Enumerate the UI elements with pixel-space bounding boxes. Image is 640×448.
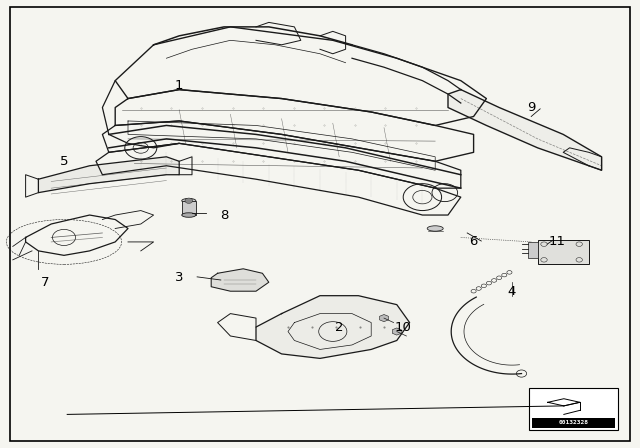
FancyBboxPatch shape [538,240,589,264]
Text: 9: 9 [527,101,536,114]
Text: 00132328: 00132328 [559,419,588,425]
Text: 10: 10 [395,320,412,334]
Text: 5: 5 [60,155,68,168]
Polygon shape [256,296,410,358]
Bar [529,388,618,430]
Polygon shape [211,269,269,291]
Text: 8: 8 [220,208,228,222]
Text: 6: 6 [469,235,478,249]
Bar [182,201,196,215]
Polygon shape [448,90,602,170]
Bar [532,418,615,428]
Polygon shape [38,157,179,193]
Ellipse shape [182,198,196,203]
Ellipse shape [428,226,444,231]
Text: 1: 1 [175,78,184,92]
Text: 4: 4 [508,284,516,298]
Circle shape [185,198,193,203]
Bar [528,242,538,258]
Ellipse shape [182,213,196,217]
Text: 7: 7 [40,276,49,289]
Text: 3: 3 [175,271,184,284]
Polygon shape [380,314,388,322]
Text: 11: 11 [548,235,565,249]
Text: 2: 2 [335,320,344,334]
Polygon shape [392,328,401,335]
